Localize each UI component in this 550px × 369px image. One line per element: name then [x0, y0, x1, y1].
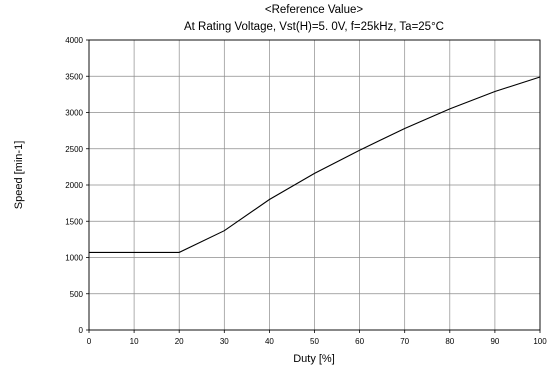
x-tick-label: 100: [533, 337, 547, 346]
y-tick-label: 1500: [65, 217, 83, 226]
data-point: [448, 107, 451, 110]
data-point: [313, 172, 316, 175]
tick-labels: 0 10 20 30 40 50 60 70 80 90 100050010001500200025…: [65, 36, 547, 346]
data-point: [403, 127, 406, 130]
chart-subtitle: At Rating Voltage, Vst(H)=5. 0V, f=25kHz…: [184, 21, 444, 33]
x-tick-label: 30: [220, 337, 229, 346]
x-tick-label: 80: [445, 337, 454, 346]
x-tick-label: 60: [355, 337, 364, 346]
grid: [88, 39, 541, 331]
y-tick-label: 1000: [65, 254, 83, 263]
series-group: [89, 76, 541, 254]
data-point: [133, 251, 136, 254]
y-tick-label: 4000: [65, 36, 83, 45]
x-tick-label: 70: [400, 337, 409, 346]
data-point: [268, 198, 271, 201]
data-point: [358, 149, 361, 152]
data-point: [223, 229, 226, 232]
x-tick-label: 10: [130, 337, 139, 346]
y-tick-label: 2500: [65, 145, 83, 154]
y-tick-label: 3000: [65, 109, 83, 118]
x-tick-label: 40: [265, 337, 274, 346]
y-tick-label: 500: [70, 290, 84, 299]
chart-title: <Reference Value>: [265, 4, 364, 16]
x-tick-label: 0: [87, 337, 92, 346]
data-point: [493, 90, 496, 93]
x-tick-label: 50: [310, 337, 319, 346]
y-tick-label: 0: [79, 326, 84, 335]
x-tick-label: 20: [175, 337, 184, 346]
x-axis-label: Duty [%]: [293, 353, 335, 365]
data-point: [178, 251, 181, 254]
y-tick-label: 2000: [65, 181, 83, 190]
y-axis-label: Speed [min-1]: [13, 141, 25, 209]
x-tick-label: 90: [490, 337, 499, 346]
speed-series-line: [89, 76, 541, 253]
plot-frame: [88, 39, 541, 331]
y-tick-label: 3500: [65, 72, 83, 81]
